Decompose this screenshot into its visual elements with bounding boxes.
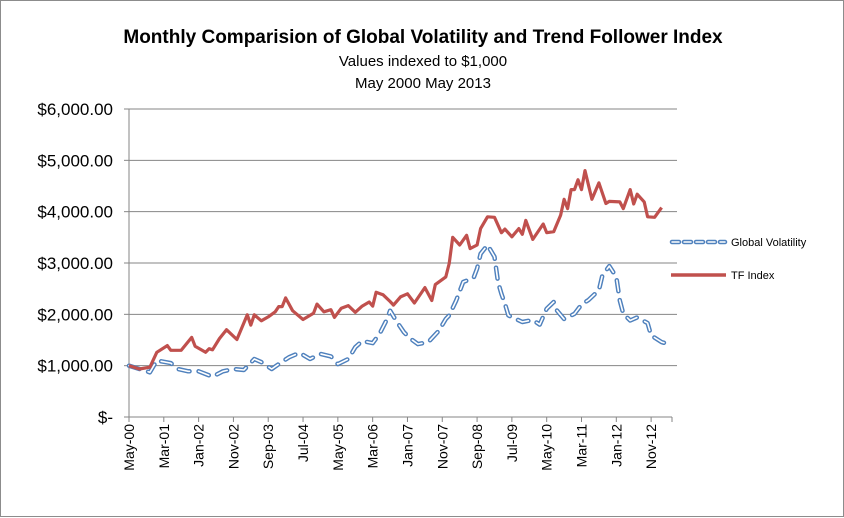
x-tick-label: Jul-09 xyxy=(504,424,520,462)
x-tick-label: Nov-12 xyxy=(643,424,659,469)
x-tick-label: Sep-03 xyxy=(260,424,276,469)
x-tick-label: May-00 xyxy=(121,424,137,471)
y-tick-label: $- xyxy=(98,408,113,427)
legend-label-tf-index: TF Index xyxy=(731,270,775,282)
y-tick-label: $1,000.00 xyxy=(37,357,113,376)
legend-item-global-volatility: Global Volatility xyxy=(669,237,807,249)
chart-title: Monthly Comparision of Global Volatility… xyxy=(123,27,723,48)
gridlines xyxy=(129,108,677,367)
y-tick-label: $4,000.00 xyxy=(37,203,113,222)
x-tick-label: Mar-11 xyxy=(574,424,590,468)
chart-subtitle-line-2: May 2000 May 2013 xyxy=(355,75,491,92)
y-tick-label: $3,000.00 xyxy=(37,254,113,273)
x-tick-label: Mar-06 xyxy=(365,424,381,469)
x-tick-label: Jan-02 xyxy=(191,424,207,467)
y-tick-label: $6,000.00 xyxy=(37,100,113,119)
series-lines xyxy=(126,169,671,379)
x-tick-label: Jan-07 xyxy=(399,424,415,467)
series-line-global-volatility-inner xyxy=(128,244,670,378)
series-line-global-volatility xyxy=(126,242,671,379)
x-tick-label: Nov-02 xyxy=(225,424,241,469)
x-tick-label: Mar-01 xyxy=(156,424,172,469)
chart-subtitle-line-1: Values indexed to $1,000 xyxy=(339,53,507,70)
y-tick-label: $2,000.00 xyxy=(37,305,113,324)
x-axis: May-00 Mar-01 Jan-02 Nov-02 Sep-03 Jul-04 May-… xyxy=(121,416,673,471)
x-tick-label: Nov-07 xyxy=(434,424,450,469)
x-tick-label: Jul-04 xyxy=(295,424,311,462)
x-tick-label: May-10 xyxy=(539,424,555,471)
y-tick-label: $5,000.00 xyxy=(37,151,113,170)
legend-label-global-volatility: Global Volatility xyxy=(731,237,807,249)
y-axis: $- $1,000.00 $2,000.00 $3,000.00 $4,000.00 $5… xyxy=(37,100,130,427)
x-tick-label: May-05 xyxy=(330,424,346,471)
legend-item-tf-index: TF Index xyxy=(671,270,775,282)
series-line-tf-index xyxy=(128,169,663,371)
x-tick-label: Jan-12 xyxy=(608,424,624,467)
legend: Global Volatility TF Index xyxy=(669,237,807,282)
x-tick-label: Sep-08 xyxy=(469,424,485,469)
